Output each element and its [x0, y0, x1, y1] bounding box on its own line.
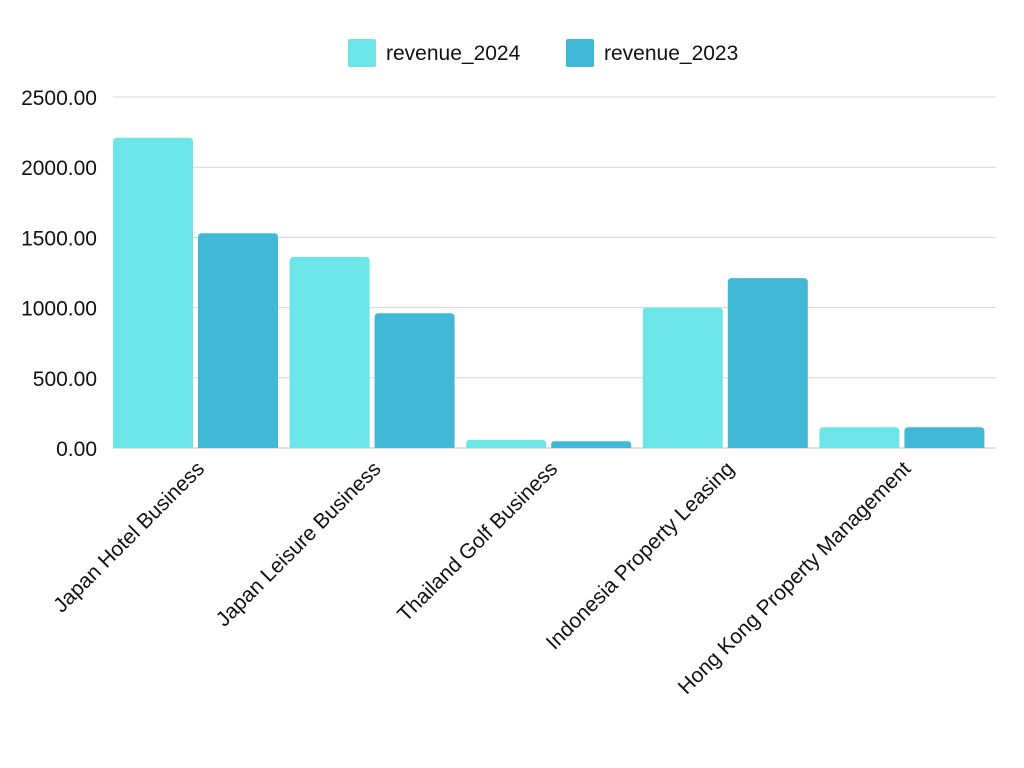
legend-label-revenue_2023: revenue_2023: [604, 42, 738, 65]
y-tick-label: 1500.00: [21, 227, 97, 250]
bars: [113, 137, 985, 448]
legend-swatch-revenue_2024: [348, 39, 376, 67]
y-axis: 0.00 500.00 1000.00 1500.00 2000.00 2500.00: [21, 87, 97, 461]
y-tick-label: 0.00: [56, 438, 97, 461]
x-tick-label: Japan Hotel Business: [49, 457, 209, 617]
x-tick-label: Thailand Golf Business: [393, 457, 562, 626]
bar-revenue_2023-0: [198, 233, 278, 448]
legend-label-revenue_2024: revenue_2024: [386, 42, 521, 65]
x-axis: Japan Hotel Business Japan Leisure Busine…: [49, 457, 915, 699]
y-tick-label: 2000.00: [21, 157, 97, 180]
y-tick-label: 2500.00: [21, 87, 97, 110]
bar-revenue_2024-3: [642, 307, 723, 448]
legend-swatch-revenue_2023: [566, 39, 594, 67]
legend: revenue_2024 revenue_2023: [348, 39, 738, 67]
bar-revenue_2024-2: [466, 439, 547, 448]
bar-revenue_2024-0: [113, 137, 193, 448]
y-tick-label: 500.00: [33, 368, 97, 391]
bar-revenue_2023-3: [727, 278, 808, 448]
bar-revenue_2024-1: [289, 257, 370, 448]
bar-revenue_2023-2: [551, 441, 632, 448]
y-tick-label: 1000.00: [21, 298, 97, 321]
x-tick-label: Japan Leisure Business: [212, 457, 386, 631]
x-tick-label: Indonesia Property Leasing: [542, 457, 739, 654]
bar-revenue_2023-4: [904, 427, 985, 448]
bar-revenue_2024-4: [819, 427, 900, 448]
bar-revenue_2023-1: [374, 313, 455, 448]
